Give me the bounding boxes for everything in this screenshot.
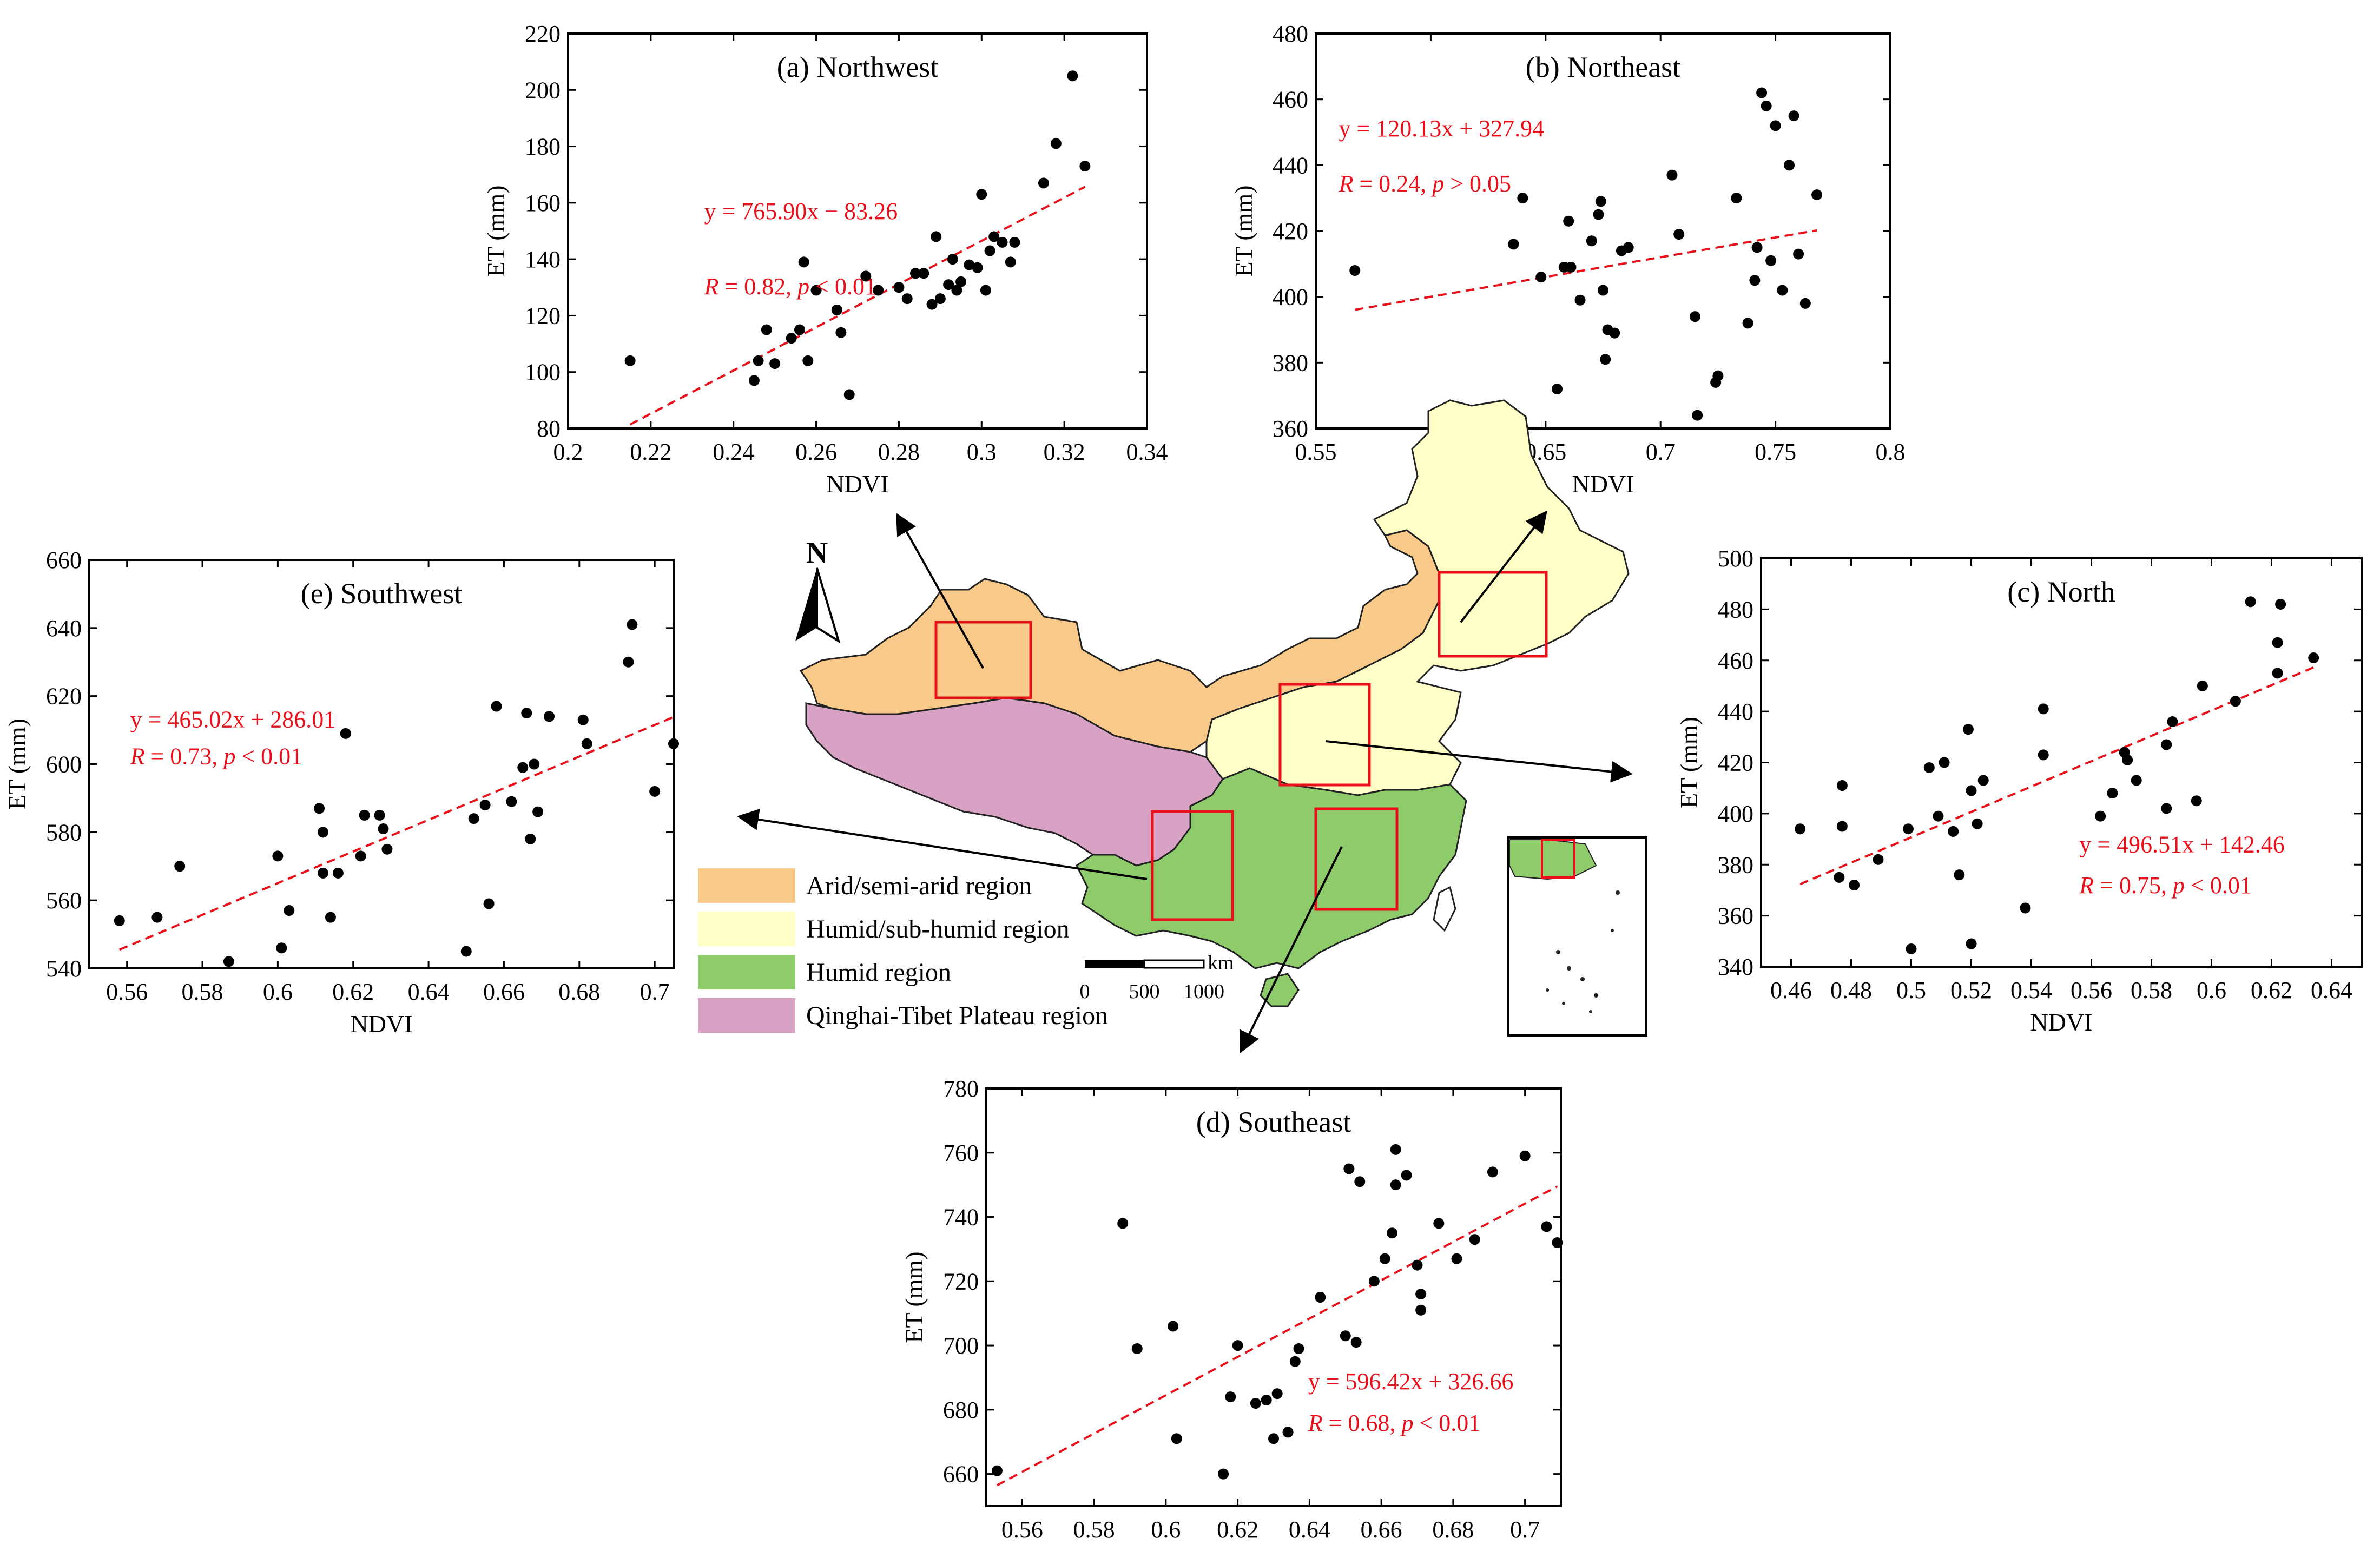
north-label: N (806, 536, 828, 570)
legend-label-arid: Arid/semi-arid region (806, 871, 1032, 900)
legend-label-subhumid: Humid/sub-humid region (806, 914, 1070, 943)
legend-item-arid: Arid/semi-arid region (698, 868, 1032, 903)
legend-swatch-subhumid (698, 912, 795, 946)
map-taiwan (1433, 886, 1456, 932)
legend-item-subhumid: Humid/sub-humid region (698, 912, 1070, 946)
scale-tick-0: 0 (1080, 980, 1090, 1003)
scale-tick-500: 500 (1129, 980, 1160, 1003)
arrow-north (1325, 740, 1633, 783)
arrow-northeast (1460, 510, 1547, 623)
legend-swatch-humid (698, 955, 795, 989)
legend-swatch-plateau (698, 998, 795, 1033)
arrow-southeast (1240, 846, 1343, 1054)
box-northwest (934, 621, 1032, 699)
legend-swatch-arid (698, 868, 795, 903)
box-northeast (1438, 571, 1548, 658)
arrow-southwest (737, 809, 1148, 880)
scale-tick-1000: 1000 (1183, 980, 1224, 1003)
inset-box (1541, 839, 1575, 879)
legend-item-plateau: Qinghai-Tibet Plateau region (698, 998, 1108, 1033)
legend-label-humid: Humid region (806, 958, 951, 987)
box-north (1278, 683, 1371, 787)
legend-item-humid: Humid region (698, 955, 951, 989)
box-southeast (1314, 807, 1399, 911)
box-southwest (1151, 810, 1234, 921)
north-arrow-icon (795, 567, 841, 644)
scale-unit: km (1208, 952, 1234, 974)
inset-islands (1546, 890, 1620, 1013)
legend-label-plateau: Qinghai-Tibet Plateau region (806, 1001, 1109, 1030)
map-hainan (1260, 973, 1300, 1007)
arrow-northwest (896, 513, 984, 669)
scale-bar (1085, 959, 1205, 969)
